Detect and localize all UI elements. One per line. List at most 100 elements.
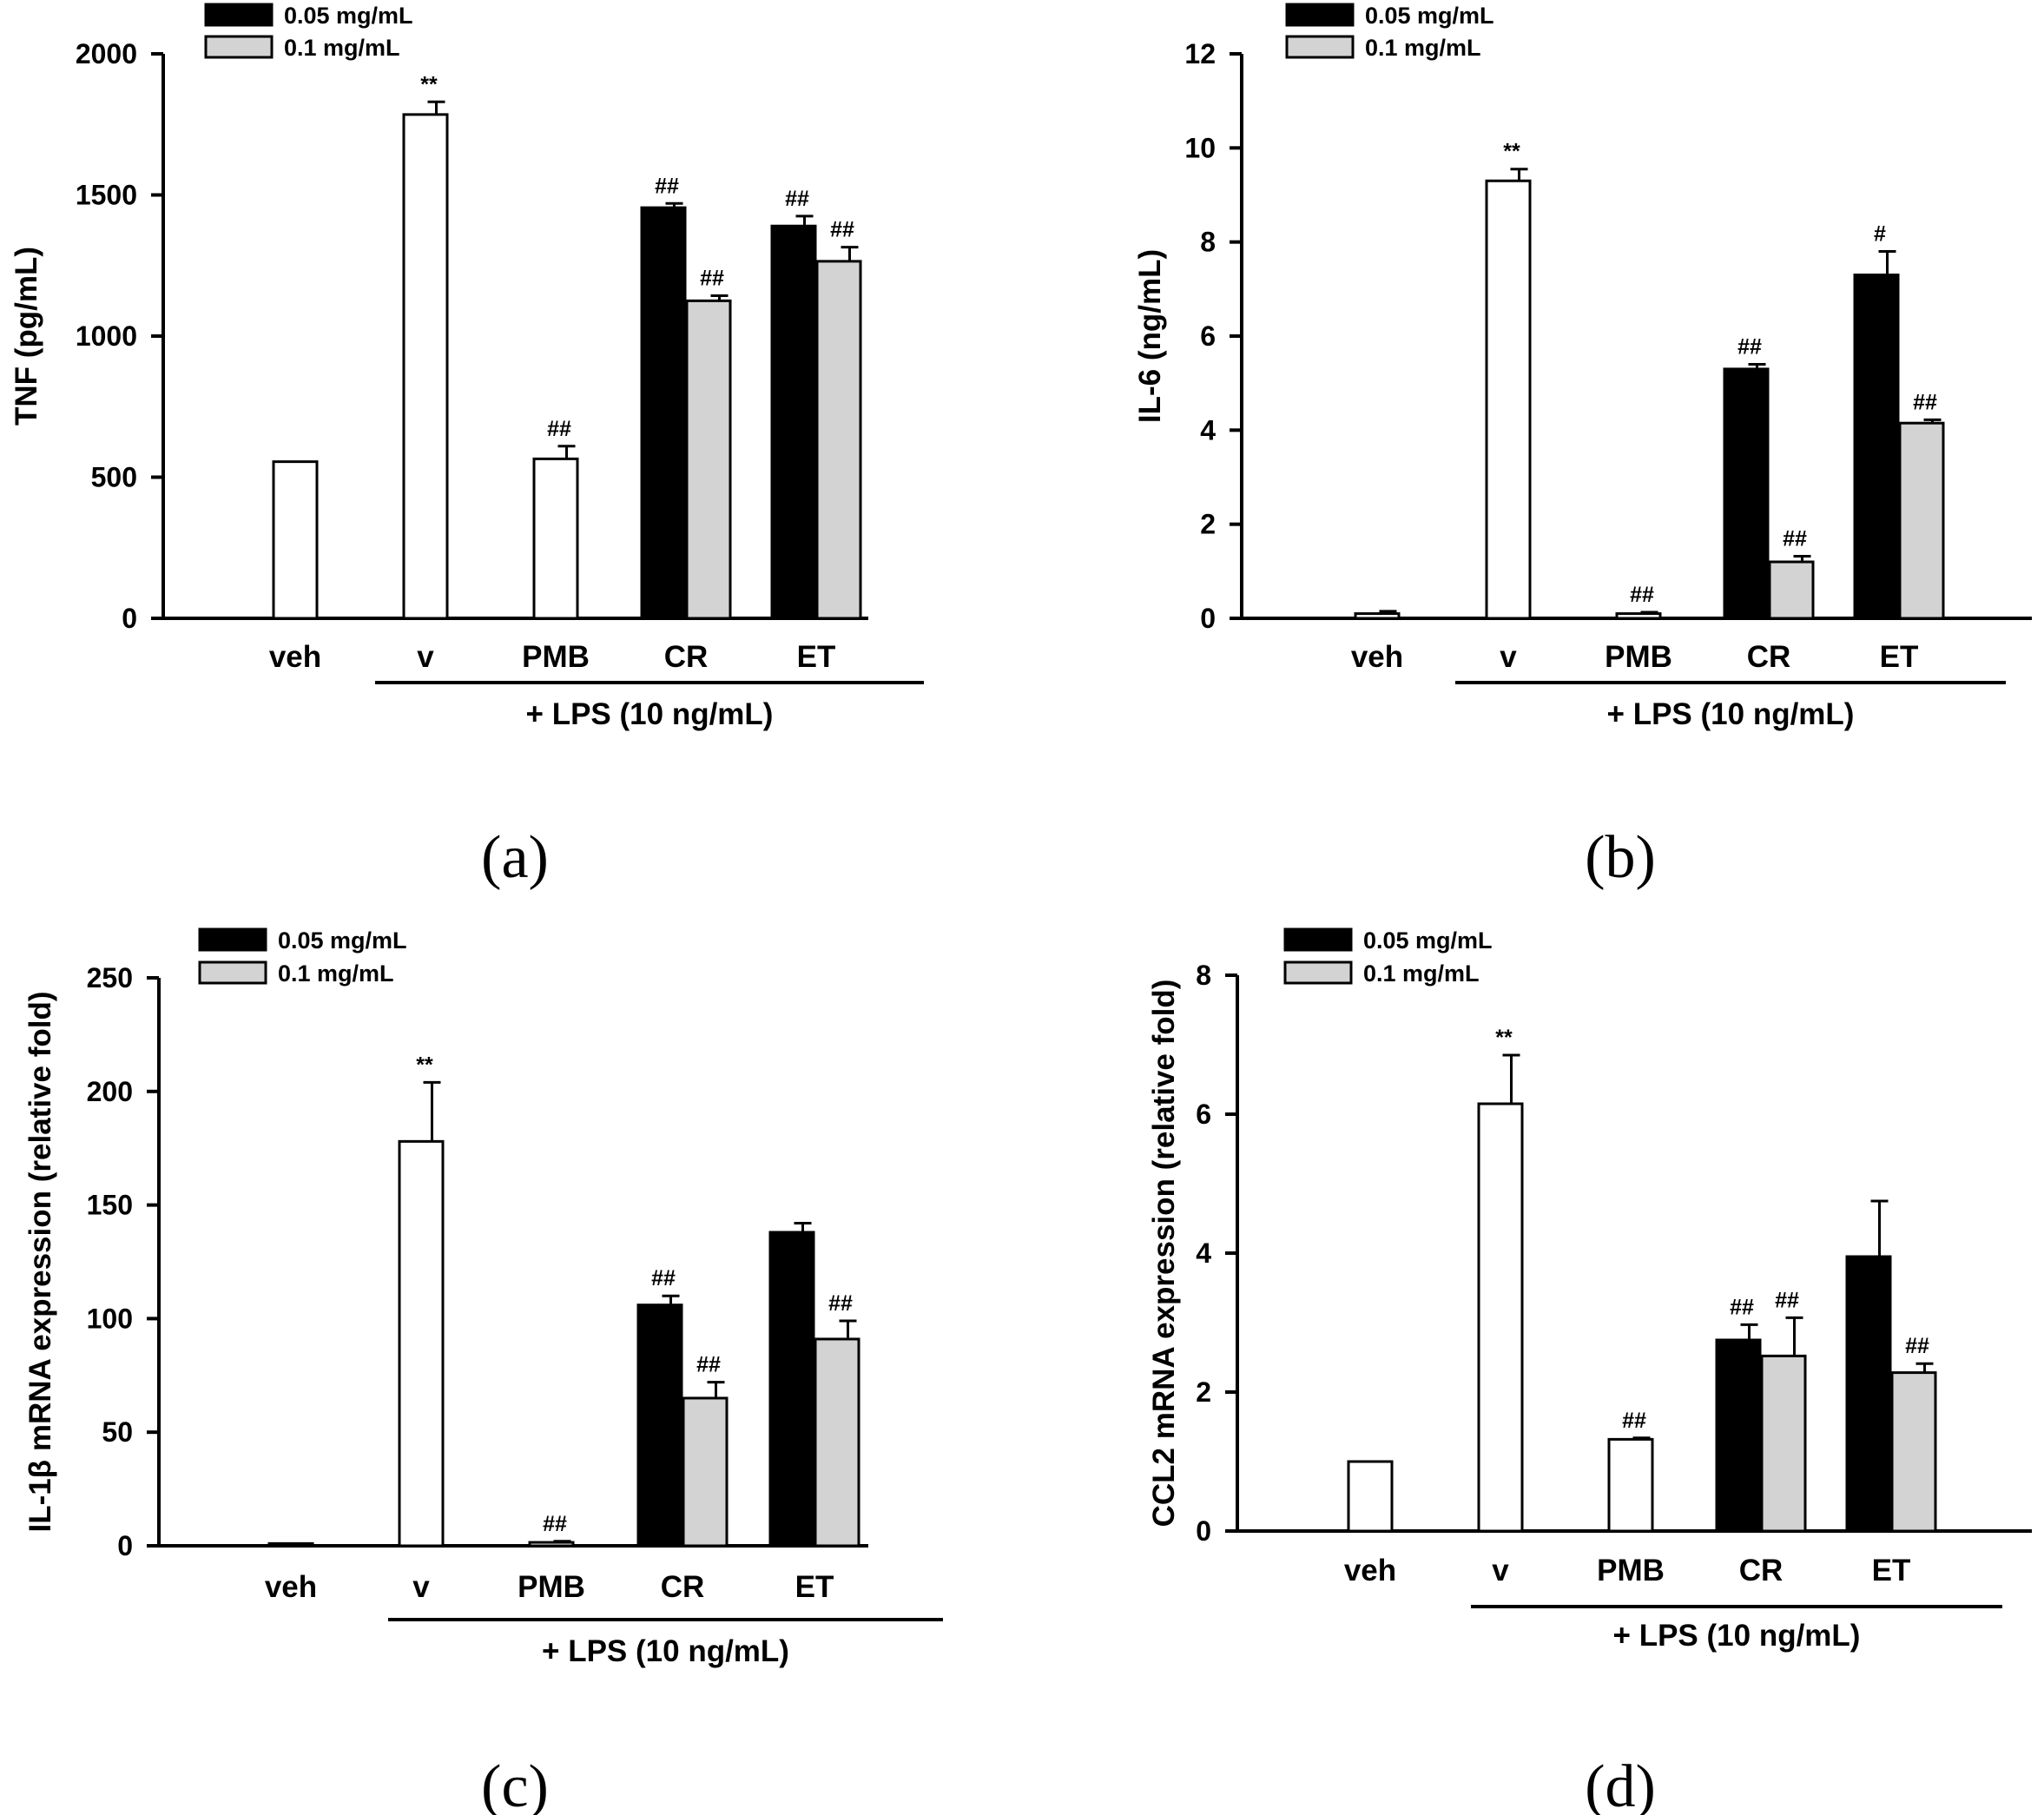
significance-label: ##: [1783, 527, 1807, 551]
significance-label: ##: [1622, 1409, 1646, 1433]
y-tick-label: 8: [1196, 960, 1211, 991]
legend-label: 0.1 mg/mL: [278, 960, 394, 987]
significance-label: **: [1495, 1026, 1513, 1050]
y-tick-label: 4: [1196, 1238, 1211, 1269]
panel-label: (d): [1585, 1753, 1656, 1815]
bar: [402, 113, 449, 620]
x-tick-label: v: [1492, 1554, 1509, 1587]
significance-label: ##: [1630, 583, 1654, 607]
bar: [770, 224, 817, 620]
y-tick-label: 0: [122, 603, 137, 634]
chart-panel-d: 0 2 4 6 8 CCL2 mRNA expression (relative fold…: [1147, 927, 2032, 1815]
bar: [1890, 1371, 1937, 1533]
y-tick-label: 150: [87, 1190, 133, 1221]
x-tick-label: PMB: [1605, 640, 1672, 674]
y-tick-label: 8: [1200, 227, 1216, 258]
group-label: + LPS (10 ng/mL): [542, 1634, 789, 1668]
bar: [1760, 1354, 1807, 1533]
significance-label: ##: [655, 174, 679, 198]
x-tick-label: veh: [1344, 1554, 1396, 1587]
bar: [1477, 1102, 1524, 1533]
significance-label: ##: [785, 187, 809, 211]
y-tick-label: 50: [102, 1416, 133, 1448]
bar: [1768, 560, 1815, 620]
legend-swatch: [198, 960, 267, 985]
x-tick-label: ET: [795, 1570, 834, 1604]
bar: [1615, 612, 1662, 620]
panel-label: (c): [481, 1753, 549, 1815]
legend-swatch: [1285, 3, 1355, 27]
x-tick-label: PMB: [518, 1570, 585, 1604]
bar: [640, 206, 687, 620]
significance-label: ##: [543, 1512, 567, 1536]
bar: [682, 1396, 729, 1548]
bar: [528, 1541, 575, 1548]
bar: [267, 1541, 314, 1548]
bar: [398, 1139, 445, 1548]
legend-swatch: [204, 3, 274, 27]
y-axis-label: IL-1β mRNA expression (relative fold): [23, 992, 57, 1533]
y-tick-label: 200: [87, 1076, 133, 1107]
significance-label: ##: [1913, 390, 1937, 414]
significance-label: ##: [1775, 1288, 1799, 1312]
chart-panel-c: 0 50 100 150 200 250 IL-1β mRNA expression (re…: [23, 927, 943, 1815]
bar: [685, 299, 732, 620]
legend-swatch: [1283, 960, 1353, 985]
bar: [1715, 1338, 1762, 1533]
legend-label: 0.1 mg/mL: [284, 35, 400, 61]
significance-label: **: [416, 1053, 433, 1077]
x-tick-label: ET: [1880, 640, 1919, 674]
bar: [1853, 274, 1900, 620]
bar: [1485, 179, 1532, 620]
x-tick-label: v: [412, 1570, 430, 1604]
y-tick-label: 6: [1200, 320, 1216, 352]
y-tick-label: 1000: [76, 320, 137, 352]
significance-label: ##: [828, 1291, 853, 1316]
x-tick-label: PMB: [522, 640, 590, 674]
y-tick-label: 100: [87, 1303, 133, 1334]
y-tick-label: 10: [1184, 132, 1216, 163]
bar: [1354, 612, 1401, 620]
x-tick-label: veh: [269, 640, 321, 674]
x-tick-label: CR: [1739, 1554, 1784, 1587]
bar: [814, 1337, 860, 1548]
legend-label: 0.1 mg/mL: [1363, 960, 1480, 987]
bar: [1898, 421, 1945, 620]
legend-swatch: [1285, 35, 1355, 59]
bar: [1723, 367, 1770, 620]
bar: [1607, 1437, 1654, 1533]
x-tick-label: ET: [797, 640, 836, 674]
bar: [1347, 1460, 1394, 1533]
y-tick-label: 2000: [76, 38, 137, 69]
significance-label: ##: [1730, 1295, 1754, 1319]
group-label: + LPS (10 ng/mL): [1607, 697, 1855, 731]
significance-label: ##: [1905, 1334, 1929, 1358]
bar: [272, 460, 319, 620]
x-tick-label: PMB: [1597, 1554, 1665, 1587]
significance-label: ##: [700, 267, 724, 291]
bar: [768, 1231, 815, 1548]
x-tick-label: v: [1500, 640, 1517, 674]
x-tick-label: veh: [265, 1570, 317, 1604]
y-axis-label: IL-6 (ng/mL): [1133, 249, 1167, 423]
bar: [815, 260, 862, 620]
legend-label: 0.1 mg/mL: [1365, 35, 1481, 61]
group-label: + LPS (10 ng/mL): [1613, 1619, 1861, 1653]
y-tick-label: 4: [1200, 414, 1216, 446]
group-label: + LPS (10 ng/mL): [526, 697, 774, 731]
panel-label: (a): [481, 824, 549, 891]
legend-swatch: [198, 927, 267, 952]
x-tick-label: CR: [664, 640, 709, 674]
y-tick-label: 12: [1184, 38, 1216, 69]
chart-panel-b: 0 2 4 6 8 10 12 IL-6 (ng/mL) veh v PMB CR ET + LPS (1…: [1133, 3, 2032, 891]
x-tick-label: CR: [1747, 640, 1791, 674]
x-tick-label: v: [417, 640, 434, 674]
significance-label: ##: [651, 1266, 676, 1290]
significance-label: ##: [696, 1353, 721, 1377]
y-tick-label: 250: [87, 962, 133, 993]
y-tick-label: 1500: [76, 180, 137, 211]
y-tick-label: 0: [1200, 603, 1216, 634]
chart-panel-a: 0 500 1000 1500 2000 TNF (pg/mL) veh v PMB CR ET + …: [10, 3, 924, 891]
panel-label: (b): [1585, 824, 1656, 891]
